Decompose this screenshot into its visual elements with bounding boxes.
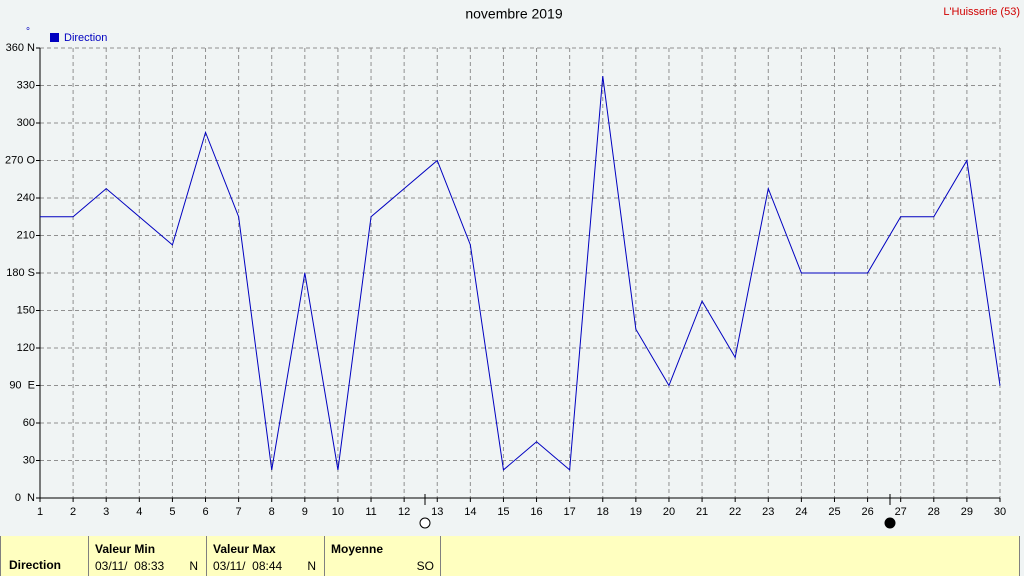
min-cell: Valeur Min 03/11/ 08:33 N (88, 536, 206, 576)
x-tick-label: 21 (696, 506, 708, 518)
x-tick-label: 4 (136, 506, 142, 518)
legend-label: Direction (64, 32, 107, 44)
max-dir: N (307, 559, 316, 573)
new-moon (884, 517, 896, 529)
x-tick-label: 2 (70, 506, 76, 518)
x-tick-label: 19 (630, 506, 642, 518)
y-tick-label: 30 (23, 454, 35, 466)
x-tick-label: 24 (795, 506, 807, 518)
chart: novembre 2019 L'Huisserie (53) ° Directi… (5, 6, 1020, 529)
min-date: 03/11/ 08:33 (95, 559, 165, 573)
y-tick-label: 0 N (15, 492, 35, 504)
x-tick-label: 8 (269, 506, 275, 518)
x-tick-label: 26 (861, 506, 873, 518)
max-date: 03/11/ 08:44 (213, 559, 283, 573)
summary-label: Direction (9, 558, 62, 572)
full-moon (419, 517, 431, 529)
x-tick-label: 7 (236, 506, 242, 518)
y-tick-label: 330 (17, 79, 35, 91)
x-tick-label: 11 (365, 506, 376, 518)
max-title: Valeur Max (213, 542, 276, 556)
y-tick-label: 270 O (5, 154, 35, 166)
x-tick-label: 30 (994, 506, 1006, 518)
legend-swatch (50, 33, 59, 42)
mean-dir: SO (416, 559, 434, 573)
x-tick-label: 16 (530, 506, 542, 518)
x-tick-label: 20 (663, 506, 675, 518)
x-tick-label: 18 (597, 506, 609, 518)
data-line (40, 76, 1001, 471)
unit: ° (26, 27, 30, 38)
y-tick-label: 360 N (6, 42, 35, 54)
x-tick-label: 12 (398, 506, 410, 518)
x-tick-label: 9 (302, 506, 308, 518)
x-tick-label: 15 (497, 506, 509, 518)
x-tick-label: 14 (464, 506, 476, 518)
x-tick-label: 5 (169, 506, 175, 518)
y-tick-label: 300 (17, 117, 35, 129)
y-tick-label: 60 (23, 417, 35, 429)
y-tick-label: 90 E (9, 379, 35, 391)
x-tick-label: 25 (828, 506, 840, 518)
mean-cell: Moyenne SO (324, 536, 440, 576)
chart-title: novembre 2019 (465, 6, 563, 22)
x-tick-label: 1 (37, 506, 43, 518)
x-tick-label: 22 (729, 506, 741, 518)
x-tick-label: 13 (431, 506, 443, 518)
x-tick-label: 6 (202, 506, 208, 518)
station: L'Huisserie (53) (943, 6, 1020, 18)
mean-title: Moyenne (331, 542, 384, 556)
x-tick-label: 27 (895, 506, 907, 518)
y-tick-label: 150 (17, 304, 35, 316)
min-dir: N (189, 559, 198, 573)
x-tick-label: 23 (762, 506, 774, 518)
x-tick-label: 17 (564, 506, 576, 518)
x-tick-label: 10 (332, 506, 344, 518)
summary-label-cell: Direction (0, 536, 88, 576)
y-tick-label: 120 (17, 342, 35, 354)
min-title: Valeur Min (95, 542, 156, 556)
max-cell: Valeur Max 03/11/ 08:44 N (206, 536, 324, 576)
y-tick-label: 210 (17, 229, 35, 241)
y-tick-label: 180 S (6, 267, 35, 279)
empty-cell (440, 536, 1020, 576)
x-tick-label: 3 (103, 506, 109, 518)
x-tick-label: 29 (961, 506, 973, 518)
y-tick-label: 240 (17, 192, 35, 204)
x-tick-label: 28 (928, 506, 940, 518)
